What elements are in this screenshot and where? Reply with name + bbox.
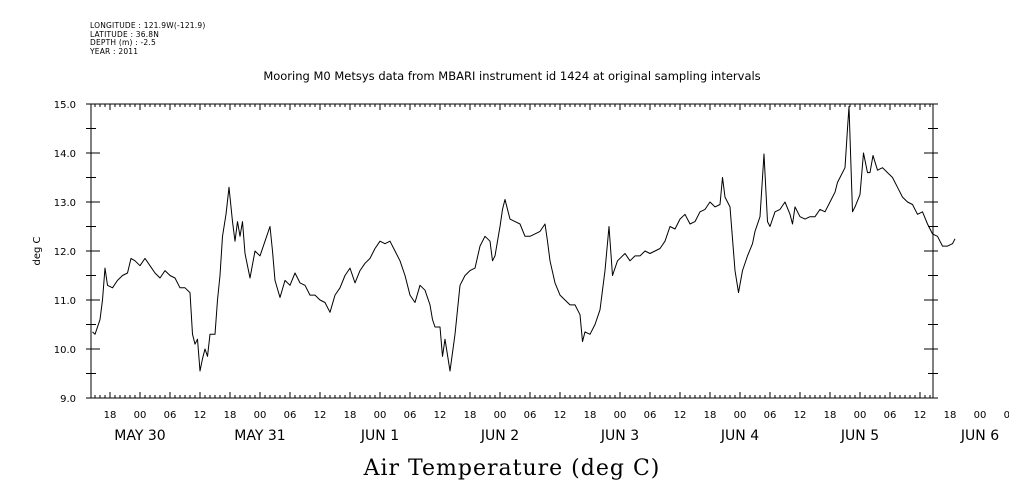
x-tick-label: 18	[104, 410, 117, 421]
x-tick-label: 06	[1004, 410, 1009, 421]
day-label: JUN 4	[720, 428, 759, 444]
x-tick-label: 18	[944, 410, 957, 421]
x-tick-label: 18	[464, 410, 477, 421]
y-tick-label: 10.0	[54, 345, 76, 356]
y-tick-label: 15.0	[54, 100, 76, 111]
latitude-line: LATITUDE : 36.8N	[90, 29, 160, 39]
x-tick-label: 12	[554, 410, 567, 421]
x-minor-ticks	[94, 104, 931, 398]
x-tick-label: 12	[434, 410, 447, 421]
x-tick-label: 00	[734, 410, 747, 421]
x-tick-label: 18	[704, 410, 717, 421]
axis-ticks	[86, 103, 938, 399]
y-axis-label: deg C	[32, 236, 43, 265]
day-label: JUN 2	[480, 428, 519, 444]
x-tick-label: 00	[254, 410, 267, 421]
day-label: JUN 3	[600, 428, 639, 444]
x-tick-label: 12	[914, 410, 927, 421]
series-group	[92, 106, 956, 372]
x-tick-label: 06	[524, 410, 537, 421]
day-label: JUN 6	[960, 428, 999, 444]
x-tick-label: 00	[494, 410, 507, 421]
station-info: LONGITUDE : 121.9W(-121.9) LATITUDE : 36…	[90, 21, 206, 56]
y-tick-label: 14.0	[54, 149, 76, 160]
y-tick-labels: 9.0 10.0 11.0 12.0 13.0 14.0 15.0	[54, 100, 76, 405]
day-label: MAY 30	[114, 428, 165, 444]
y-tick-label: 11.0	[54, 296, 76, 307]
x-tick-label: 00	[374, 410, 387, 421]
x-tick-label: 18	[344, 410, 357, 421]
x-tick-label: 12	[794, 410, 807, 421]
x-tick-label: 06	[884, 410, 897, 421]
x-tick-label: 12	[674, 410, 687, 421]
x-tick-label: 18	[584, 410, 597, 421]
x-tick-label: 00	[854, 410, 867, 421]
day-label: MAY 31	[234, 428, 285, 444]
x-tick-label: 06	[404, 410, 417, 421]
plot-frame	[90, 103, 934, 399]
y-ticks	[86, 103, 938, 399]
x-tick-label: 00	[134, 410, 147, 421]
longitude-line: LONGITUDE : 121.9W(-121.9)	[90, 21, 206, 30]
x-tick-label: 12	[314, 410, 327, 421]
x-tick-label: 06	[164, 410, 177, 421]
day-labels: MAY 30 MAY 31 JUN 1 JUN 2 JUN 3 JUN 4 JUN 5 JUN…	[114, 428, 999, 444]
y-tick-label: 13.0	[54, 198, 76, 209]
x-tick-label: 18	[824, 410, 837, 421]
day-label: JUN 1	[360, 428, 399, 444]
x-tick-labels: 18 00 06 12 18 00 06 12 18 00 06 12 18 00 06 12 18 00 06 12…	[104, 410, 1009, 421]
x-tick-label: 06	[284, 410, 297, 421]
x-tick-label: 00	[974, 410, 987, 421]
x-tick-label: 06	[764, 410, 777, 421]
x-tick-label: 00	[614, 410, 627, 421]
depth-line: DEPTH (m) : -2.5	[90, 38, 156, 48]
y-tick-label: 9.0	[60, 394, 76, 405]
x-tick-label: 12	[194, 410, 207, 421]
x-axis-label: Air Temperature (deg C)	[363, 456, 661, 481]
day-label: JUN 5	[840, 428, 879, 444]
air-temperature-line	[92, 106, 956, 372]
x-tick-label: 18	[224, 410, 237, 421]
x-tick-label: 06	[644, 410, 657, 421]
y-tick-label: 12.0	[54, 247, 76, 258]
year-line: YEAR : 2011	[90, 46, 139, 56]
chart-title: Mooring M0 Metsys data from MBARI instru…	[263, 69, 760, 83]
